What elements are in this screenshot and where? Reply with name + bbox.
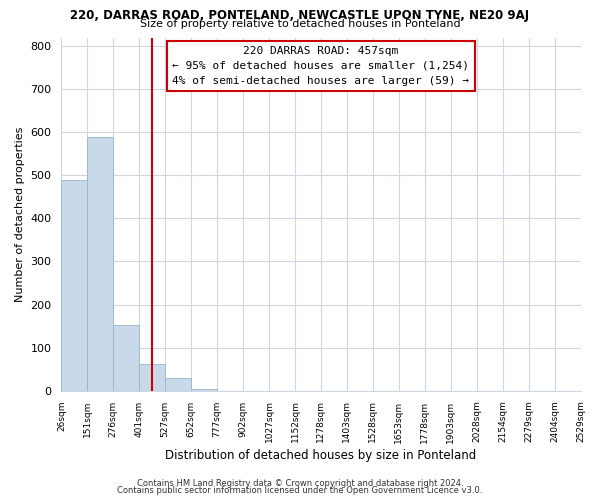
Bar bbox=[113, 325, 139, 390]
Text: 220 DARRAS ROAD: 457sqm
← 95% of detached houses are smaller (1,254)
4% of semi-: 220 DARRAS ROAD: 457sqm ← 95% of detache… bbox=[172, 46, 469, 86]
Text: Size of property relative to detached houses in Ponteland: Size of property relative to detached ho… bbox=[140, 19, 460, 29]
Bar bbox=[191, 388, 217, 390]
X-axis label: Distribution of detached houses by size in Ponteland: Distribution of detached houses by size … bbox=[166, 450, 476, 462]
Y-axis label: Number of detached properties: Number of detached properties bbox=[15, 126, 25, 302]
Bar bbox=[139, 364, 165, 390]
Bar bbox=[165, 378, 191, 390]
Text: 220, DARRAS ROAD, PONTELAND, NEWCASTLE UPON TYNE, NE20 9AJ: 220, DARRAS ROAD, PONTELAND, NEWCASTLE U… bbox=[70, 9, 530, 22]
Text: Contains public sector information licensed under the Open Government Licence v3: Contains public sector information licen… bbox=[118, 486, 482, 495]
Bar bbox=[61, 180, 88, 390]
Bar bbox=[88, 136, 113, 390]
Text: Contains HM Land Registry data © Crown copyright and database right 2024.: Contains HM Land Registry data © Crown c… bbox=[137, 478, 463, 488]
